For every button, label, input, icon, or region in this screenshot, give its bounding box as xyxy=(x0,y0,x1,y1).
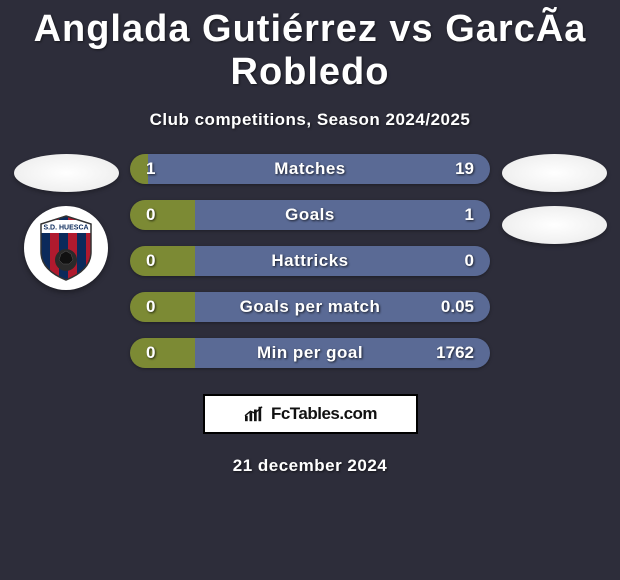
stat-row: 0Goals per match0.05 xyxy=(130,292,490,322)
stat-value-left: 1 xyxy=(130,159,192,179)
page-title: Anglada Gutiérrez vs GarcÃa Robledo xyxy=(0,0,620,94)
stat-value-right: 1762 xyxy=(428,343,490,363)
stat-value-left: 0 xyxy=(130,297,192,317)
right-side xyxy=(494,154,614,368)
stat-rows: 1Matches190Goals10Hattricks00Goals per m… xyxy=(126,154,494,368)
date-text: 21 december 2024 xyxy=(0,456,620,476)
stat-value-left: 0 xyxy=(130,205,192,225)
stat-row: 0Goals1 xyxy=(130,200,490,230)
stat-value-left: 0 xyxy=(130,251,192,271)
brand-text: FcTables.com xyxy=(271,404,377,424)
stat-value-right: 1 xyxy=(428,205,490,225)
stat-row: 1Matches19 xyxy=(130,154,490,184)
huesca-crest-icon: S.D. HUESCA xyxy=(36,214,96,282)
comparison-layout: S.D. HUESCA 1Matches190Goals10Hattricks0… xyxy=(0,154,620,368)
stat-value-right: 19 xyxy=(428,159,490,179)
stat-label: Hattricks xyxy=(192,251,428,271)
chart-icon xyxy=(243,405,265,423)
brand-box: FcTables.com xyxy=(203,394,418,434)
stat-label: Goals xyxy=(192,205,428,225)
stat-label: Goals per match xyxy=(192,297,428,317)
stat-row: 0Hattricks0 xyxy=(130,246,490,276)
stat-label: Min per goal xyxy=(192,343,428,363)
player-avatar-right xyxy=(502,154,607,192)
stat-label: Matches xyxy=(192,159,428,179)
club-avatar-right xyxy=(502,206,607,244)
club-crest-left: S.D. HUESCA xyxy=(24,206,108,290)
stat-value-left: 0 xyxy=(130,343,192,363)
stat-value-right: 0 xyxy=(428,251,490,271)
stat-value-right: 0.05 xyxy=(428,297,490,317)
player-avatar-left xyxy=(14,154,119,192)
stat-row: 0Min per goal1762 xyxy=(130,338,490,368)
svg-text:S.D. HUESCA: S.D. HUESCA xyxy=(43,225,88,232)
left-side: S.D. HUESCA xyxy=(6,154,126,368)
subtitle: Club competitions, Season 2024/2025 xyxy=(0,110,620,130)
